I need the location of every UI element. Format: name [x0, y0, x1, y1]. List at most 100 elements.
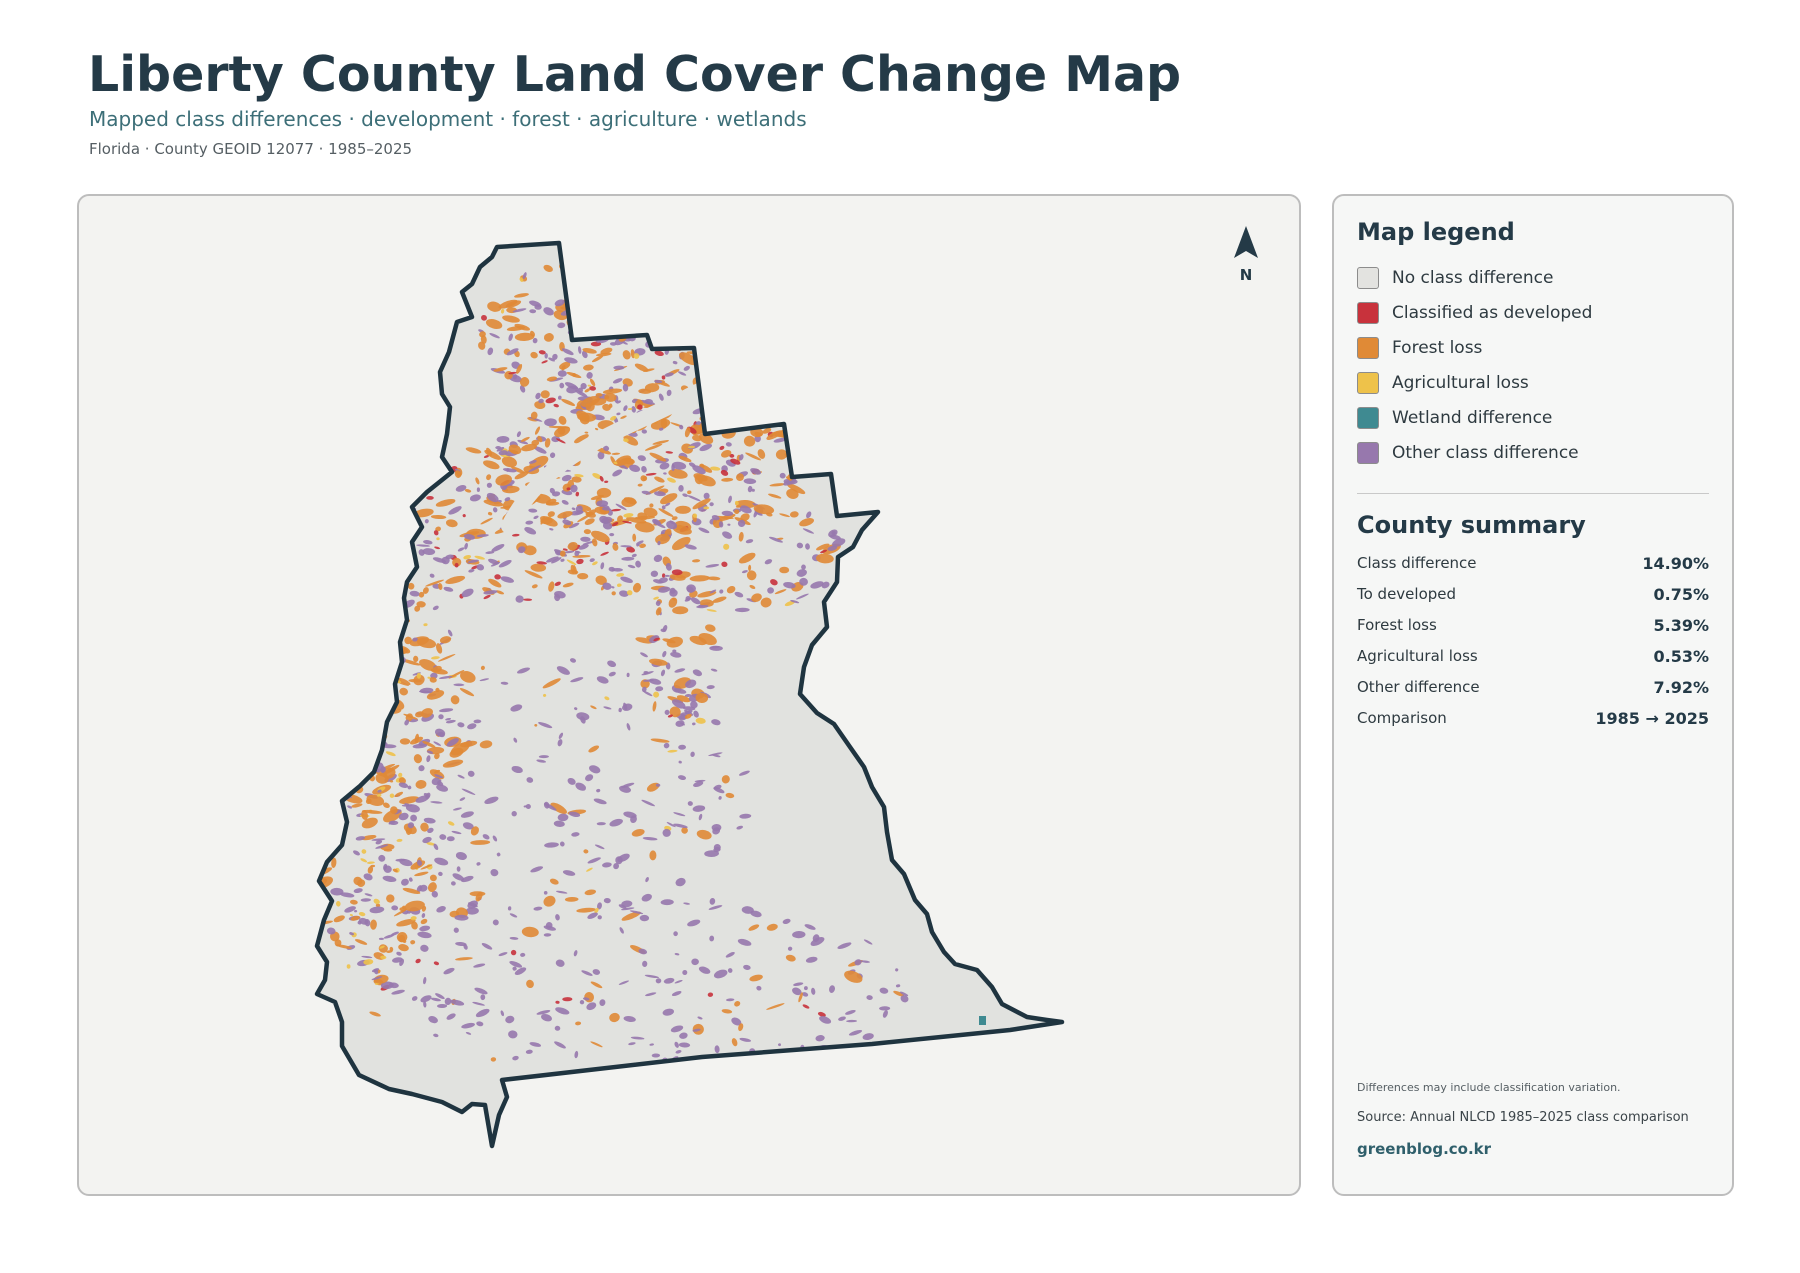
change-patch-other: [678, 744, 686, 750]
legend-swatch: [1357, 407, 1379, 429]
change-patch-forest: [414, 605, 421, 612]
change-patch-developed: [576, 558, 584, 565]
change-patch-agricultural: [358, 912, 366, 917]
change-patch-other: [476, 1021, 484, 1027]
change-patch-other: [654, 379, 663, 384]
change-patch-other: [741, 570, 748, 574]
change-patch-other: [571, 832, 580, 837]
change-patch-forest: [519, 377, 530, 387]
change-patch-other: [626, 723, 631, 731]
change-patch-forest: [351, 674, 366, 686]
change-patch-other: [502, 468, 517, 473]
change-patch-other: [623, 702, 628, 711]
change-patch-forest: [365, 798, 372, 805]
change-patch-developed: [566, 487, 571, 491]
change-patch-forest: [655, 607, 662, 616]
change-patch-other: [710, 1066, 723, 1075]
change-patch-forest: [475, 477, 480, 485]
change-patch-agricultural: [423, 623, 428, 627]
change-patch-forest: [893, 990, 905, 997]
change-patch-developed: [622, 520, 633, 524]
change-patch-forest: [442, 759, 464, 768]
change-patch-other: [396, 951, 402, 956]
change-patch-other: [482, 834, 490, 840]
change-patch-other: [514, 967, 527, 975]
change-patch-developed: [667, 714, 673, 718]
change-patch-other: [582, 997, 590, 1001]
change-patch-other: [398, 812, 409, 821]
change-patch-other: [679, 1032, 688, 1039]
change-patch-other: [673, 1070, 681, 1077]
change-patch-developed: [494, 574, 501, 580]
change-patch-other: [557, 739, 563, 747]
change-patch-forest: [364, 730, 370, 738]
change-patch-other: [538, 755, 549, 759]
change-patch-other: [750, 468, 762, 475]
change-patch-other: [649, 1043, 654, 1046]
change-patch-forest: [591, 262, 599, 270]
change-patch-forest: [464, 489, 472, 493]
change-patch-forest: [649, 503, 654, 508]
change-patch-other: [628, 1042, 636, 1046]
change-patch-other: [569, 658, 577, 663]
change-patch-forest: [654, 476, 665, 483]
change-patch-other: [568, 522, 580, 529]
change-patch-forest: [684, 427, 691, 438]
change-patch-other: [660, 669, 666, 677]
change-patch-other: [698, 813, 703, 821]
change-patch-forest: [743, 435, 756, 447]
county-map[interactable]: N: [79, 196, 1301, 1196]
change-patch-other: [819, 1016, 832, 1024]
change-patch-forest: [365, 702, 383, 711]
change-patch-other: [580, 382, 587, 390]
site-link[interactable]: greenblog.co.kr: [1357, 1140, 1492, 1158]
change-patch-other: [509, 936, 519, 940]
change-patch-agricultural: [371, 706, 381, 710]
change-patch-other: [690, 701, 698, 709]
change-patch-other: [689, 338, 699, 346]
change-patch-forest: [561, 398, 576, 406]
change-patch-other: [726, 998, 735, 1002]
change-patch-other: [439, 675, 453, 679]
change-patch-other: [554, 593, 561, 602]
change-patch-other: [554, 1041, 566, 1049]
change-patch-forest: [403, 713, 418, 720]
change-patch-forest: [584, 518, 595, 525]
change-patch-agricultural: [389, 793, 395, 798]
change-patch-other: [545, 922, 553, 929]
map-panel[interactable]: N: [77, 194, 1301, 1196]
change-patch-other: [465, 1031, 472, 1035]
change-patch-forest: [692, 498, 711, 510]
change-patch-other: [517, 439, 529, 445]
change-patch-forest: [573, 279, 581, 290]
change-patch-other: [416, 544, 430, 547]
change-patch-forest: [751, 593, 762, 603]
change-patch-other: [473, 719, 482, 724]
change-patch-forest: [639, 279, 657, 289]
change-patch-forest: [659, 289, 670, 298]
change-patch-forest: [578, 290, 595, 300]
change-patch-other: [528, 508, 538, 513]
change-patch-other: [725, 442, 732, 447]
change-patch-other: [630, 815, 637, 824]
legend-label: Classified as developed: [1392, 303, 1593, 323]
change-patch-forest: [766, 430, 783, 440]
change-patch-other: [615, 1069, 628, 1075]
change-patch-other: [407, 785, 412, 790]
change-patch-other: [621, 556, 635, 561]
change-patch-forest: [567, 541, 578, 551]
change-patch-agricultural: [710, 466, 721, 471]
change-patch-forest: [699, 433, 714, 445]
change-patch-other: [670, 1025, 684, 1033]
change-patch-developed: [611, 508, 621, 512]
change-patch-other: [793, 982, 804, 987]
change-patch-other: [620, 545, 632, 548]
north-arrow-icon: N: [1234, 226, 1258, 284]
stat-value: 14.90%: [1642, 553, 1709, 573]
legend-swatch: [1357, 337, 1379, 359]
change-patch-other: [329, 816, 335, 820]
change-patch-other: [638, 948, 648, 955]
change-patch-other: [465, 907, 479, 915]
change-patch-forest: [749, 584, 756, 590]
change-patch-other: [533, 515, 539, 520]
